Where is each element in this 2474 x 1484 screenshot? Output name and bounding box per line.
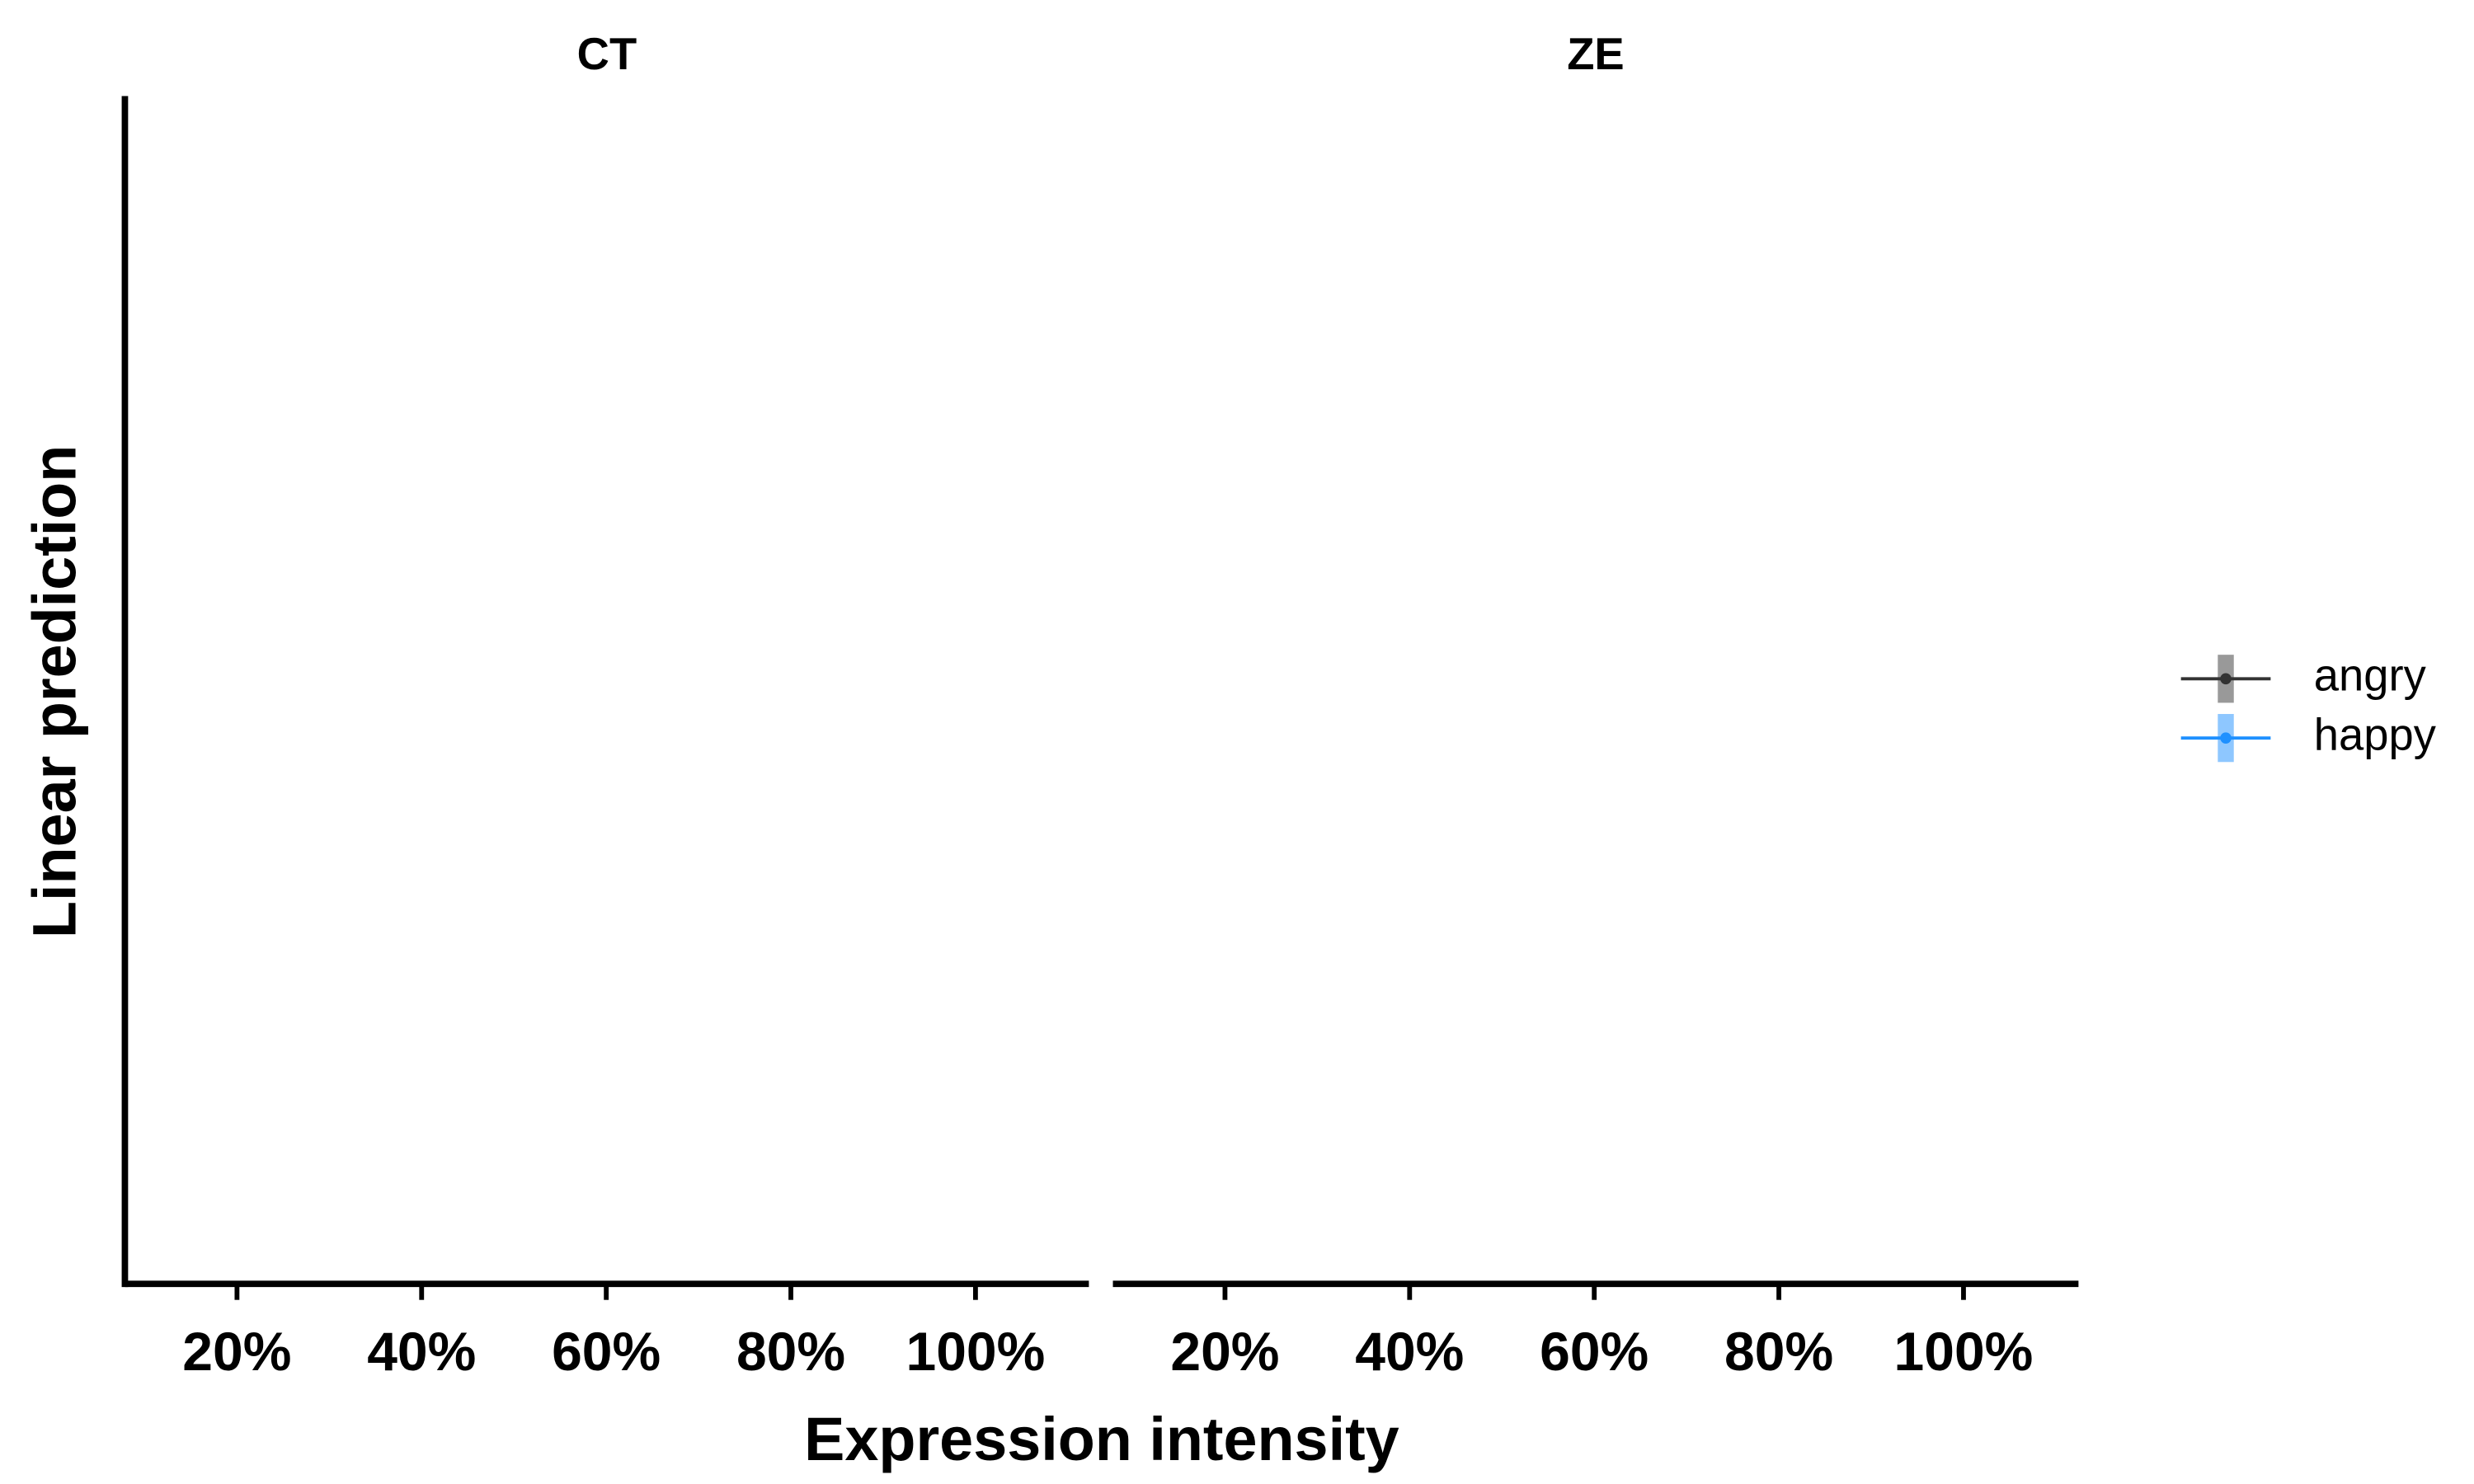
x-axis-label: Expression intensity: [804, 1405, 1399, 1473]
x-tick-label: 20%: [1170, 1321, 1279, 1382]
legend-dot: [2220, 673, 2232, 685]
y-axis-label: Linear prediction: [20, 445, 88, 938]
x-tick-label: 100%: [906, 1321, 1046, 1382]
x-tick-label: 40%: [367, 1321, 476, 1382]
x-tick-label: 20%: [182, 1321, 291, 1382]
legend-dot: [2220, 732, 2232, 744]
legend-label: happy: [2314, 710, 2437, 760]
legend-label: angry: [2314, 650, 2427, 701]
x-tick-label: 80%: [736, 1321, 845, 1382]
x-tick-label: 40%: [1355, 1321, 1464, 1382]
x-tick-label: 80%: [1724, 1321, 1833, 1382]
x-tick-label: 100%: [1894, 1321, 2034, 1382]
facet-title: ZE: [1567, 29, 1624, 79]
facet-title: CT: [577, 29, 637, 79]
x-tick-label: 60%: [1540, 1321, 1649, 1382]
x-tick-label: 60%: [552, 1321, 661, 1382]
